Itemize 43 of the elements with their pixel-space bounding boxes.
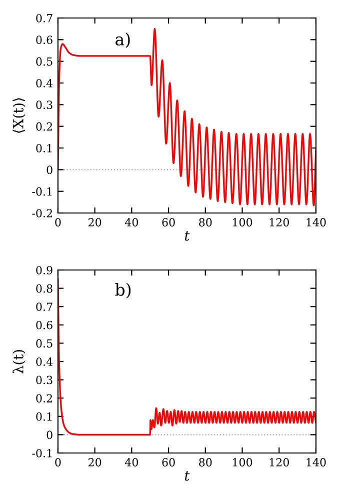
y-tick-label: -0.1 bbox=[32, 448, 52, 458]
y-tick-label: 0.1 bbox=[36, 412, 52, 421]
y-tick-label: 0 bbox=[46, 430, 52, 440]
y-tick-label: 0.1 bbox=[36, 144, 52, 152]
x-tick-label: 20 bbox=[88, 218, 102, 226]
x-tick-label: 60 bbox=[162, 458, 175, 466]
y-axis-title: ⟨X(t)⟩ bbox=[12, 98, 26, 133]
x-tick-label: 100 bbox=[232, 458, 252, 466]
x-tick-label: 120 bbox=[270, 218, 289, 226]
y-tick-label: 0.9 bbox=[36, 266, 52, 274]
annotation: a) bbox=[116, 32, 130, 48]
x-tick-label: 120 bbox=[270, 458, 289, 466]
x-tick-label: 40 bbox=[124, 458, 138, 466]
y-tick-label: -0.1 bbox=[32, 187, 52, 196]
y-tick-label: 0.4 bbox=[36, 357, 53, 366]
x-axis-title: t bbox=[184, 231, 190, 241]
x-tick-label: 140 bbox=[306, 458, 326, 466]
x-tick-label: 40 bbox=[124, 218, 138, 226]
x-tick-label: 60 bbox=[162, 218, 175, 226]
y-tick-label: 0.5 bbox=[36, 339, 52, 348]
x-tick-label: 140 bbox=[306, 218, 326, 226]
y-tick-label: 0.7 bbox=[36, 302, 52, 311]
y-tick-label: 0.5 bbox=[36, 57, 52, 66]
y-tick-label: -0.2 bbox=[32, 208, 52, 218]
y-tick-label: 0.4 bbox=[36, 78, 53, 88]
y-tick-label: 0.6 bbox=[36, 320, 52, 330]
x-tick-label: 80 bbox=[199, 458, 212, 466]
y-tick-label: 0.3 bbox=[36, 100, 52, 110]
x-tick-label: 100 bbox=[232, 218, 252, 226]
annotation: b) bbox=[115, 282, 131, 298]
x-tick-label: 20 bbox=[88, 458, 102, 466]
x-axis-title: t bbox=[184, 471, 190, 481]
x-tick-label: 0 bbox=[55, 218, 61, 226]
y-axis-title: λ(t) bbox=[12, 350, 26, 374]
y-tick-label: 0.8 bbox=[36, 284, 52, 293]
y-tick-label: 0.2 bbox=[36, 394, 52, 402]
x-tick-label: 80 bbox=[199, 218, 212, 226]
y-tick-label: 0 bbox=[46, 166, 52, 174]
y-tick-label: 0.3 bbox=[36, 376, 52, 384]
y-tick-label: 0.7 bbox=[36, 14, 52, 22]
x-tick-label: 0 bbox=[55, 458, 61, 466]
y-tick-label: 0.2 bbox=[36, 122, 52, 131]
y-tick-label: 0.6 bbox=[36, 36, 52, 44]
